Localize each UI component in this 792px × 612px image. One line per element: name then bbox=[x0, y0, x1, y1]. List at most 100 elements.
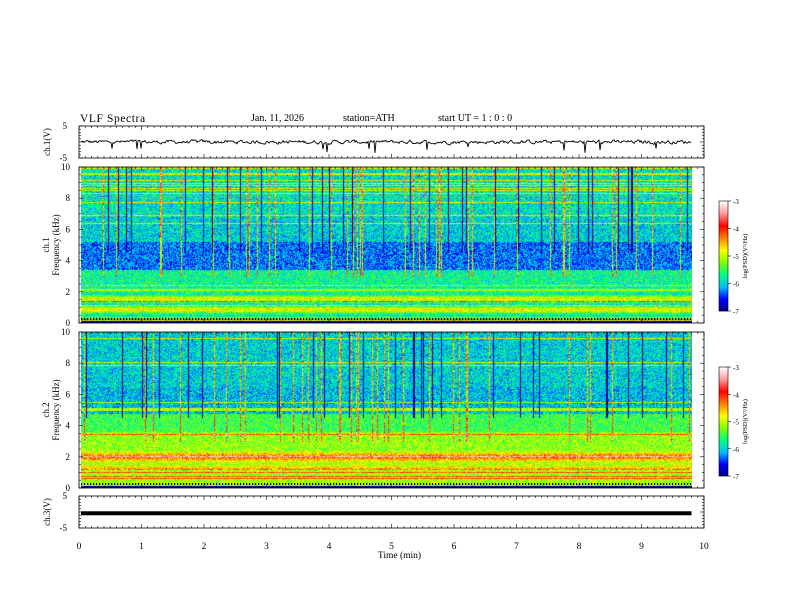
spec1-baseline-dot bbox=[204, 318, 206, 320]
spec2-baseline-dot bbox=[624, 483, 626, 485]
spec1-baseline-dot bbox=[135, 318, 137, 320]
spec2-baseline-dot bbox=[663, 483, 665, 485]
spec2-colorbar-step bbox=[719, 430, 728, 432]
spec2-colorbar-step bbox=[719, 381, 728, 383]
spec2-colorbar-step bbox=[719, 380, 728, 382]
spec1-baseline-dot bbox=[321, 318, 323, 320]
spec1-colorbar-step bbox=[719, 213, 728, 215]
spec2-ylabel-frequency: Frequency (kHz) bbox=[51, 379, 61, 440]
spec1-colorbar-step bbox=[719, 229, 728, 231]
spec2-colorbar-step bbox=[719, 374, 728, 376]
spec2-baseline-dot bbox=[324, 483, 326, 485]
time-tick-label: 1 bbox=[139, 542, 144, 552]
spec1-baseline-dot bbox=[441, 318, 443, 320]
time-tick-label: 0 bbox=[77, 542, 82, 552]
ch3-ytick-label: 5 bbox=[63, 491, 68, 501]
spec2-colorbar-step bbox=[719, 373, 728, 375]
spec1-baseline-dot bbox=[486, 318, 488, 320]
spec1-baseline-dot bbox=[276, 318, 278, 320]
spec2-colorbar-step bbox=[719, 394, 728, 396]
spec1-baseline-dot bbox=[168, 318, 170, 320]
spec1-baseline-dot bbox=[213, 318, 215, 320]
spec1-baseline-dot bbox=[108, 318, 110, 320]
spec1-colorbar-step bbox=[719, 306, 728, 308]
spec1-colorbar-step bbox=[719, 219, 728, 221]
spec2-colorbar-step bbox=[719, 375, 728, 377]
spec2-baseline-dot bbox=[252, 483, 254, 485]
spec2-colorbar-step bbox=[719, 474, 728, 476]
spec2-colorbar-step bbox=[719, 452, 728, 454]
time-tick-label: 9 bbox=[639, 542, 644, 552]
spec1-baseline-dot bbox=[201, 318, 203, 320]
spec1-colorbar-step bbox=[719, 272, 728, 274]
spec1-colorbar-step bbox=[719, 275, 728, 277]
spec1-baseline-dot bbox=[228, 318, 230, 320]
spec2-baseline-dot bbox=[267, 483, 269, 485]
spec2-colorbar-step bbox=[719, 411, 728, 413]
spec1-colorbar-step bbox=[719, 295, 728, 297]
spec2-colorbar-step bbox=[719, 379, 728, 381]
spec1-baseline-dot bbox=[255, 318, 257, 320]
spec2-colorbar-step bbox=[719, 389, 728, 391]
spec2-colorbar-step bbox=[719, 376, 728, 378]
spec2-baseline-dot bbox=[93, 483, 95, 485]
spec2-baseline-dot bbox=[420, 483, 422, 485]
spec2-baseline-dot bbox=[399, 483, 401, 485]
spec1-colorbar-step bbox=[719, 263, 728, 265]
spec1-baseline-dot bbox=[597, 318, 599, 320]
spec1-baseline-dot bbox=[357, 318, 359, 320]
spec1-colorbar-step bbox=[719, 287, 728, 289]
spec1-colorbar-step bbox=[719, 204, 728, 206]
spec2-baseline-dot bbox=[237, 483, 239, 485]
spec2-colorbar-step bbox=[719, 421, 728, 423]
spec1-baseline-dot bbox=[81, 318, 83, 320]
spec2-colorbar-tick-label: -4 bbox=[733, 391, 739, 399]
spec1-baseline-dot bbox=[195, 318, 197, 320]
spec1-colorbar-step bbox=[719, 249, 728, 251]
spec2-baseline-dot bbox=[573, 483, 575, 485]
spec2-ytick-label: 6 bbox=[66, 389, 71, 399]
spec2-baseline-dot bbox=[249, 483, 251, 485]
spec2-baseline-dot bbox=[444, 483, 446, 485]
spec1-colorbar-step bbox=[719, 245, 728, 247]
spec2-colorbar-step bbox=[719, 463, 728, 465]
spec1-colorbar-step bbox=[719, 301, 728, 303]
spec2-baseline-dot bbox=[633, 483, 635, 485]
spec1-baseline-dot bbox=[459, 318, 461, 320]
spec1-colorbar-step bbox=[719, 220, 728, 222]
spec1-baseline-dot bbox=[648, 318, 650, 320]
spec2-baseline-dot bbox=[114, 483, 116, 485]
spec1-baseline-dot bbox=[150, 318, 152, 320]
spec2-baseline-dot bbox=[261, 483, 263, 485]
spec1-colorbar-step bbox=[719, 223, 728, 225]
spec2-baseline-dot bbox=[333, 483, 335, 485]
spec2-baseline-dot bbox=[513, 483, 515, 485]
spec1-baseline-dot bbox=[546, 318, 548, 320]
spec1-baseline-dot bbox=[159, 318, 161, 320]
spec2-baseline-dot bbox=[300, 483, 302, 485]
ch1-ytick-label: 5 bbox=[63, 121, 68, 131]
spec2-baseline-dot bbox=[507, 483, 509, 485]
spec2-baseline-dot bbox=[690, 483, 692, 485]
spec1-baseline-dot bbox=[330, 318, 332, 320]
spec1-colorbar-step bbox=[719, 212, 728, 214]
spec1-baseline-dot bbox=[588, 318, 590, 320]
spec2-baseline-dot bbox=[540, 483, 542, 485]
spec2-baseline-dot bbox=[600, 483, 602, 485]
spec2-colorbar-step bbox=[719, 427, 728, 429]
spec1-baseline-dot bbox=[576, 318, 578, 320]
spec2-colorbar-step bbox=[719, 447, 728, 449]
spec2-colorbar-step bbox=[719, 382, 728, 384]
spec2-baseline-dot bbox=[450, 483, 452, 485]
spec2-colorbar-step bbox=[719, 414, 728, 416]
spec1-colorbar-step bbox=[719, 210, 728, 212]
spec1-ylabel-frequency: Frequency (kHz) bbox=[51, 214, 61, 275]
spec2-baseline-dot bbox=[213, 483, 215, 485]
spec2-baseline-dot bbox=[174, 483, 176, 485]
spec1-baseline-dot bbox=[432, 318, 434, 320]
spec1-baseline-dot bbox=[342, 318, 344, 320]
spec1-baseline-dot bbox=[267, 318, 269, 320]
spec2-baseline-dot bbox=[369, 483, 371, 485]
spec1-colorbar-step bbox=[719, 273, 728, 275]
spec2-colorbar-step bbox=[719, 426, 728, 428]
